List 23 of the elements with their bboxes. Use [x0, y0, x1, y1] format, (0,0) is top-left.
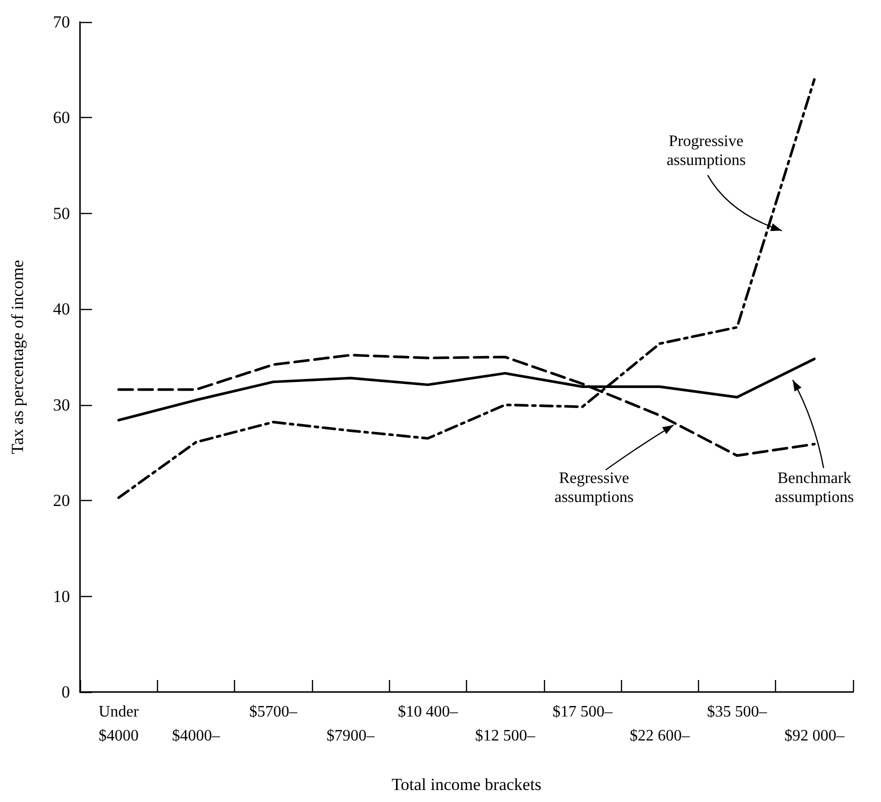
text: Benchmark assumptions: [774, 470, 854, 506]
x-axis-title: Total income brackets: [392, 775, 542, 794]
y-tick-label: 60: [53, 108, 70, 128]
x-tick-label: $22 600–: [630, 728, 691, 744]
y-tick-label: 50: [53, 204, 70, 223]
y-tick-label: 10: [53, 586, 70, 606]
y-axis-title: Tax as percentage of income: [8, 260, 27, 454]
x-tick-label: $5700–: [249, 704, 298, 720]
text: Progressive assumptions: [666, 133, 746, 170]
y-tick-label: 20: [53, 491, 70, 510]
x-tick-label: $92 000–: [784, 728, 846, 744]
y-tick-label: 0: [62, 682, 70, 702]
x-tick-label: Under $4000: [98, 704, 140, 744]
x-tick-label: $10 400–: [398, 704, 459, 720]
y-tick-label: 30: [53, 395, 70, 414]
x-tick-label: $4000–: [172, 728, 221, 744]
x-tick-label: $35 500–: [707, 704, 768, 720]
y-tick-label: 70: [53, 12, 70, 32]
x-tick-label: $7900–: [326, 728, 376, 744]
text: Regressive assumptions: [554, 470, 634, 506]
x-tick-label: $17 500–: [552, 704, 614, 720]
x-tick-label: $12 500–: [475, 728, 536, 744]
y-tick-label: 40: [53, 300, 70, 319]
